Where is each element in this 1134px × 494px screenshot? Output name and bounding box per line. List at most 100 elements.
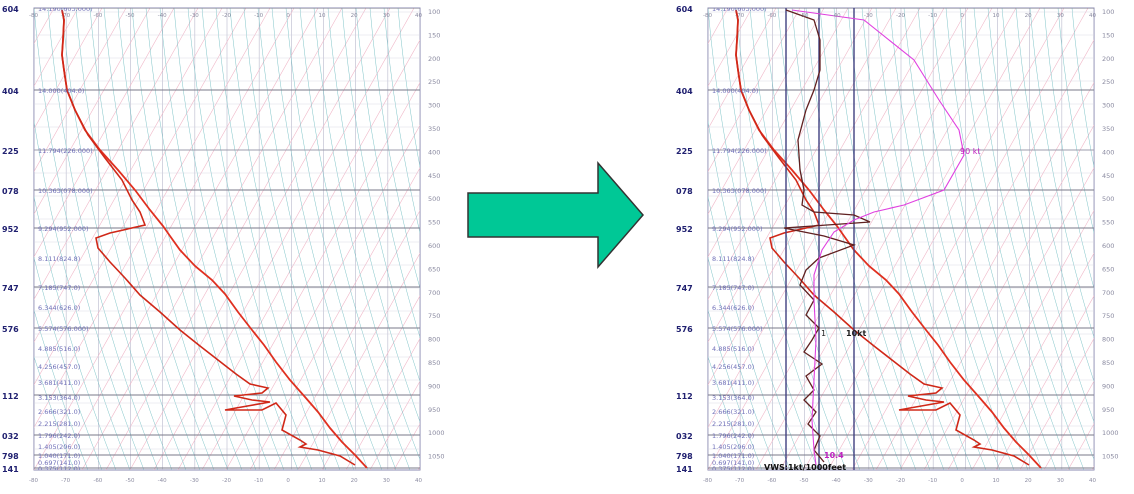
adiabat-line [201, 8, 313, 470]
left-axis-label: 604 [676, 5, 693, 14]
isotherm-line [923, 167, 1094, 470]
isotherm-line [129, 8, 391, 470]
bottom-tick-label: 10 [319, 478, 326, 484]
plot-area: 14.190(603.000) 14.000(404.0) 11.794(226.0… [708, 8, 1094, 473]
inline-label: 7.185(747.0) [712, 284, 754, 292]
right-axis-label: 400 [1102, 148, 1114, 156]
inline-label: 11.794(226.000) [712, 147, 767, 155]
adiabat-line [34, 195, 117, 470]
left-axis-label: 032 [2, 432, 19, 441]
right-axis-label: 800 [1102, 336, 1114, 344]
adiabat-line [159, 8, 271, 470]
isotherm-line [34, 8, 223, 343]
isotherm-line [755, 8, 1017, 470]
adiabat-line [117, 8, 229, 470]
annotation-top: 90 kt [960, 147, 981, 156]
isotherm-line [345, 337, 420, 470]
right-axis-label: 450 [428, 172, 440, 180]
right-axis-label: 600 [1102, 242, 1114, 250]
left-axis-label: 747 [676, 284, 693, 293]
adiabat-line [397, 8, 420, 169]
right-axis-label: 950 [428, 406, 440, 414]
inline-label: 0.697(141.0) [712, 459, 754, 467]
adiabat-line [708, 355, 749, 470]
inline-label: 4.256(457.0) [712, 363, 754, 371]
right-skewt-svg: 14.190(603.000) 14.000(404.0) 11.794(226.0… [676, 5, 1119, 484]
adiabat-line [833, 8, 945, 470]
top-tick-label: -10 [254, 13, 263, 19]
inline-label: 2.666(321.0) [38, 408, 80, 416]
left-axis-label: 141 [676, 465, 693, 474]
isotherm-line [708, 8, 921, 386]
inline-label: 6.344(626.0) [38, 304, 80, 312]
adiabat-line [34, 256, 103, 470]
isotherm-line [81, 8, 343, 470]
isotherm-line [225, 124, 420, 470]
isotherm-line [947, 209, 1094, 470]
isotherm-line [708, 8, 969, 470]
left-axis-label: 078 [676, 187, 693, 196]
adiabat-line [327, 8, 420, 423]
top-tick-label: 20 [351, 13, 358, 19]
isotherm-line [34, 8, 79, 87]
adiabat-line [131, 8, 243, 470]
isotherm-line [708, 8, 777, 130]
top-tick-label: 0 [960, 13, 964, 19]
adiabat-line [708, 195, 791, 470]
adiabat-line [355, 8, 420, 339]
top-tick-label: -10 [928, 13, 937, 19]
adiabat-line [1043, 8, 1094, 290]
inline-label: 1.040(171.0) [38, 452, 80, 460]
inline-label: 3.681(411.0) [38, 379, 80, 387]
right-axis-label: 650 [1102, 265, 1114, 273]
isotherm-line [708, 8, 945, 428]
right-axis-label: 250 [1102, 78, 1114, 86]
inline-label: 11.794(226.000) [38, 147, 93, 155]
bottom-tick-label: -80 [703, 478, 712, 484]
adiabat-line [34, 8, 145, 470]
right-axis-label: 650 [428, 265, 440, 273]
right-axis-label: 450 [1102, 172, 1114, 180]
inline-label: 5.574(576.000) [712, 325, 763, 333]
bottom-tick-label: 0 [960, 478, 964, 484]
inline-label: 0.375(112.0) [712, 465, 754, 473]
adiabat-line [889, 8, 1001, 470]
right-axis-label: 1050 [1102, 453, 1119, 461]
right-axis-label: 700 [428, 289, 440, 297]
inline-label: 8.111(824.8) [38, 255, 80, 263]
adiabat-line [103, 8, 215, 470]
right-axis-label: 350 [1102, 125, 1114, 133]
isotherm-line [57, 8, 319, 470]
inline-label: 3.681(411.0) [712, 379, 754, 387]
inline-label: 1.405(206.0) [38, 443, 80, 451]
adiabat-line [229, 8, 341, 470]
right-axis-label: 500 [1102, 195, 1114, 203]
annotation-mid: 10kt [846, 329, 866, 338]
adiabat-line [34, 309, 89, 470]
adiabat-line [299, 8, 411, 470]
adiabat-line [257, 8, 369, 470]
annotation-bottom-text: VWS:1kt/1000feet [764, 463, 846, 472]
isotherm-line [708, 8, 753, 87]
left-axis-label: 576 [2, 325, 19, 334]
isotherm-line [34, 8, 151, 215]
adiabat-line [383, 8, 420, 235]
bottom-tick-label: -50 [800, 478, 809, 484]
isotherm-line [875, 82, 1094, 470]
inline-label: 14.000(404.0) [38, 87, 84, 95]
right-axis-label: 150 [1102, 31, 1114, 39]
right-axis-label: 200 [1102, 55, 1114, 63]
isotherm-line [442, 8, 460, 470]
left-skewt-svg: 14.190(603.000) 14.000(404.0) 11.794(226.0… [2, 5, 460, 484]
adiabat-line [973, 8, 1085, 470]
adiabat-line [708, 256, 777, 470]
adiabat-line [34, 355, 75, 470]
inline-label: 0.697(141.0) [38, 459, 80, 467]
left-axis-label: 952 [676, 225, 693, 234]
bottom-tick-label: -20 [896, 478, 905, 484]
right-axis-label: 100 [1102, 8, 1114, 16]
isotherm-line [321, 295, 420, 470]
isotherm-line [177, 39, 420, 470]
inline-label: 10.363(078.000) [38, 187, 93, 195]
left-axis-label: 604 [2, 5, 19, 14]
